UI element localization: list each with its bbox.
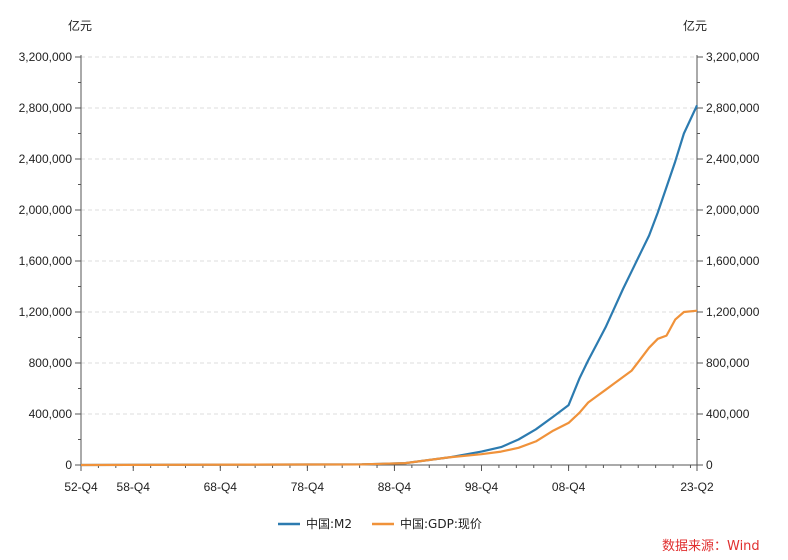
right-y-tick-label: 1,600,000 — [706, 254, 760, 268]
x-tick-label: 78-Q4 — [291, 480, 325, 494]
data-source-note: 数据来源：Wind — [662, 539, 760, 554]
right-y-tick-label: 3,200,000 — [706, 50, 760, 64]
x-tick-label: 08-Q4 — [552, 480, 586, 494]
left-y-tick-label: 800,000 — [29, 356, 73, 370]
x-tick-label: 58-Q4 — [117, 480, 151, 494]
right-y-tick-label: 400,000 — [706, 407, 750, 421]
left-y-tick-label: 1,200,000 — [19, 305, 73, 319]
left-y-tick-label: 2,400,000 — [19, 152, 73, 166]
right-y-tick-label: 0 — [706, 458, 713, 472]
left-y-tick-label: 400,000 — [29, 407, 73, 421]
x-tick-label: 23-Q2 — [680, 480, 714, 494]
series-lines — [80, 104, 698, 467]
right-y-tick-label: 2,000,000 — [706, 203, 760, 217]
series-line-gdp — [80, 309, 698, 467]
x-tick-label: 68-Q4 — [204, 480, 238, 494]
right-y-tick-label: 2,400,000 — [706, 152, 760, 166]
x-tick-label: 98-Q4 — [465, 480, 499, 494]
legend-label-gdp: 中国:GDP:现价 — [400, 516, 482, 531]
left-y-tick-label: 2,000,000 — [19, 203, 73, 217]
legend: 中国:M2 中国:GDP:现价 — [278, 516, 482, 531]
gridlines — [81, 56, 697, 415]
x-tick-label: 88-Q4 — [378, 480, 412, 494]
legend-label-m2: 中国:M2 — [306, 516, 352, 531]
right-y-tick-label: 2,800,000 — [706, 101, 760, 115]
right-unit-label: 亿元 — [683, 18, 707, 33]
axes: 0 0 400,000 400,000 800,000 800,000 1,200,000 1… — [19, 50, 760, 494]
right-y-tick-label: 800,000 — [706, 356, 750, 370]
series-line-m2 — [80, 104, 698, 467]
left-y-tick-label: 1,600,000 — [19, 254, 73, 268]
left-y-tick-label: 3,200,000 — [19, 50, 73, 64]
x-tick-label: 52-Q4 — [64, 480, 98, 494]
left-y-tick-label: 2,800,000 — [19, 101, 73, 115]
right-y-tick-label: 1,200,000 — [706, 305, 760, 319]
left-y-tick-label: 0 — [65, 458, 72, 472]
left-unit-label: 亿元 — [68, 18, 92, 33]
